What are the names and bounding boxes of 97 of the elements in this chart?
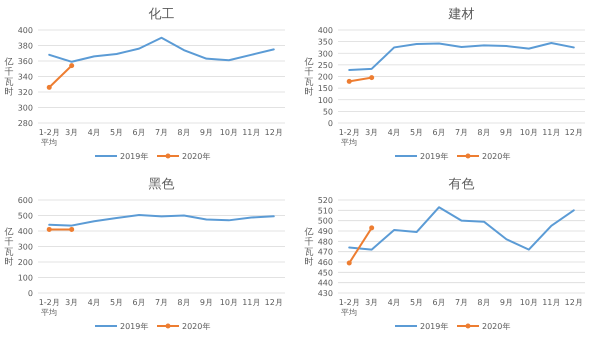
line-series xyxy=(348,42,575,71)
y-tick-label: 200 xyxy=(318,72,333,82)
y-tick-label: 490 xyxy=(318,227,333,236)
x-tick-label: 1-2月平均 xyxy=(38,298,60,317)
y-tick-label: 50 xyxy=(322,107,333,116)
chart-title: 建材 xyxy=(448,7,474,22)
y-tick-label: 280 xyxy=(18,119,33,128)
y-axis-title: 亿千瓦时 xyxy=(4,56,14,98)
line-series xyxy=(48,36,275,63)
y-tick-label: 600 xyxy=(18,196,33,205)
y-tick-label: 100 xyxy=(18,274,33,282)
x-tick-label: 3月 xyxy=(365,298,378,307)
x-tick-label: 3月 xyxy=(65,298,78,307)
line-series xyxy=(48,214,275,227)
x-tick-label: 11月 xyxy=(242,128,260,137)
x-tick-label: 12月 xyxy=(264,128,283,137)
legend-label: 2020年 xyxy=(482,152,510,161)
x-tick-label: 12月 xyxy=(564,128,583,137)
y-tick-label: 400 xyxy=(18,227,33,236)
x-tick-label: 8月 xyxy=(477,128,490,137)
y-tick-label: 300 xyxy=(18,242,33,252)
y-tick-label: 430 xyxy=(318,289,333,298)
y-tick-label: 250 xyxy=(318,60,333,70)
legend-label: 2019年 xyxy=(420,152,448,161)
y-tick-label: 400 xyxy=(18,26,33,35)
x-tick-label: 10月 xyxy=(220,128,238,137)
x-tick-label: 10月 xyxy=(220,298,238,307)
y-tick-label: 450 xyxy=(318,268,333,278)
chart-title: 黑色 xyxy=(148,177,174,192)
y-tick-label: 320 xyxy=(18,88,33,97)
y-tick-label: 360 xyxy=(18,57,33,66)
x-tick-label: 9月 xyxy=(200,128,213,137)
x-tick-label: 6月 xyxy=(432,298,446,307)
y-tick-label: 350 xyxy=(318,38,333,47)
x-tick-label: 1-2月平均 xyxy=(338,298,360,317)
chart-title: 有色 xyxy=(448,177,474,192)
x-tick-label: 3月 xyxy=(365,128,378,137)
y-tick-label: 470 xyxy=(318,248,333,257)
y-tick-label: 300 xyxy=(18,104,33,112)
y-tick-label: 300 xyxy=(318,49,333,58)
y-tick-label: 340 xyxy=(18,72,33,82)
x-tick-label: 11月 xyxy=(542,298,560,307)
x-tick-label: 7月 xyxy=(454,298,468,307)
x-tick-label: 11月 xyxy=(542,128,560,137)
y-tick-label: 0 xyxy=(28,289,33,298)
x-tick-label: 10月 xyxy=(520,298,538,307)
y-tick-label: 150 xyxy=(318,84,333,94)
x-tick-label: 12月 xyxy=(264,298,283,307)
y-tick-label: 400 xyxy=(318,26,333,35)
x-tick-label: 5月 xyxy=(410,128,424,137)
y-tick-label: 520 xyxy=(318,196,333,205)
x-tick-label: 5月 xyxy=(110,298,124,307)
line-series xyxy=(348,206,575,251)
chart-title: 化工 xyxy=(148,7,174,22)
x-tick-label: 4月 xyxy=(388,298,401,307)
x-tick-label: 6月 xyxy=(432,128,446,137)
legend-label: 2019年 xyxy=(420,322,448,331)
x-tick-label: 8月 xyxy=(177,298,190,307)
y-tick-label: 380 xyxy=(18,42,33,50)
y-axis-title: 亿千瓦时 xyxy=(304,226,314,268)
y-tick-label: 0 xyxy=(328,119,333,128)
x-tick-label: 10月 xyxy=(520,128,538,137)
x-tick-label: 8月 xyxy=(177,128,190,137)
y-tick-label: 500 xyxy=(318,216,333,226)
y-tick-label: 100 xyxy=(318,96,333,105)
y-tick-label: 200 xyxy=(18,258,33,267)
x-tick-label: 6月 xyxy=(132,128,146,137)
x-tick-label: 3月 xyxy=(65,128,78,137)
x-tick-label: 9月 xyxy=(500,298,513,307)
legend-label: 2020年 xyxy=(182,322,210,331)
y-tick-label: 480 xyxy=(318,237,333,246)
x-tick-label: 4月 xyxy=(88,298,101,307)
x-tick-label: 12月 xyxy=(564,298,583,307)
y-axis-title: 亿千瓦时 xyxy=(304,56,314,98)
x-tick-label: 9月 xyxy=(500,128,513,137)
legend-label: 2019年 xyxy=(120,152,148,161)
y-tick-label: 460 xyxy=(318,258,333,267)
legend-label: 2019年 xyxy=(120,322,148,331)
x-tick-label: 7月 xyxy=(154,298,168,307)
y-axis-title: 亿千瓦时 xyxy=(4,226,14,268)
x-tick-label: 5月 xyxy=(410,298,424,307)
x-tick-label: 1-2月平均 xyxy=(338,128,360,147)
x-tick-label: 7月 xyxy=(154,128,168,137)
y-tick-label: 510 xyxy=(318,206,333,216)
x-tick-label: 7月 xyxy=(454,128,468,137)
y-tick-label: 500 xyxy=(18,212,33,220)
x-tick-label: 4月 xyxy=(388,128,401,137)
y-tick-label: 440 xyxy=(318,278,333,288)
x-tick-label: 5月 xyxy=(110,128,124,137)
x-tick-label: 8月 xyxy=(477,298,490,307)
legend-label: 2020年 xyxy=(482,322,510,331)
x-tick-label: 1-2月平均 xyxy=(38,128,60,147)
legend-label: 2020年 xyxy=(182,152,210,161)
x-tick-label: 6月 xyxy=(132,298,146,307)
x-tick-label: 4月 xyxy=(88,128,101,137)
x-tick-label: 11月 xyxy=(242,298,260,307)
x-tick-label: 9月 xyxy=(200,298,213,307)
